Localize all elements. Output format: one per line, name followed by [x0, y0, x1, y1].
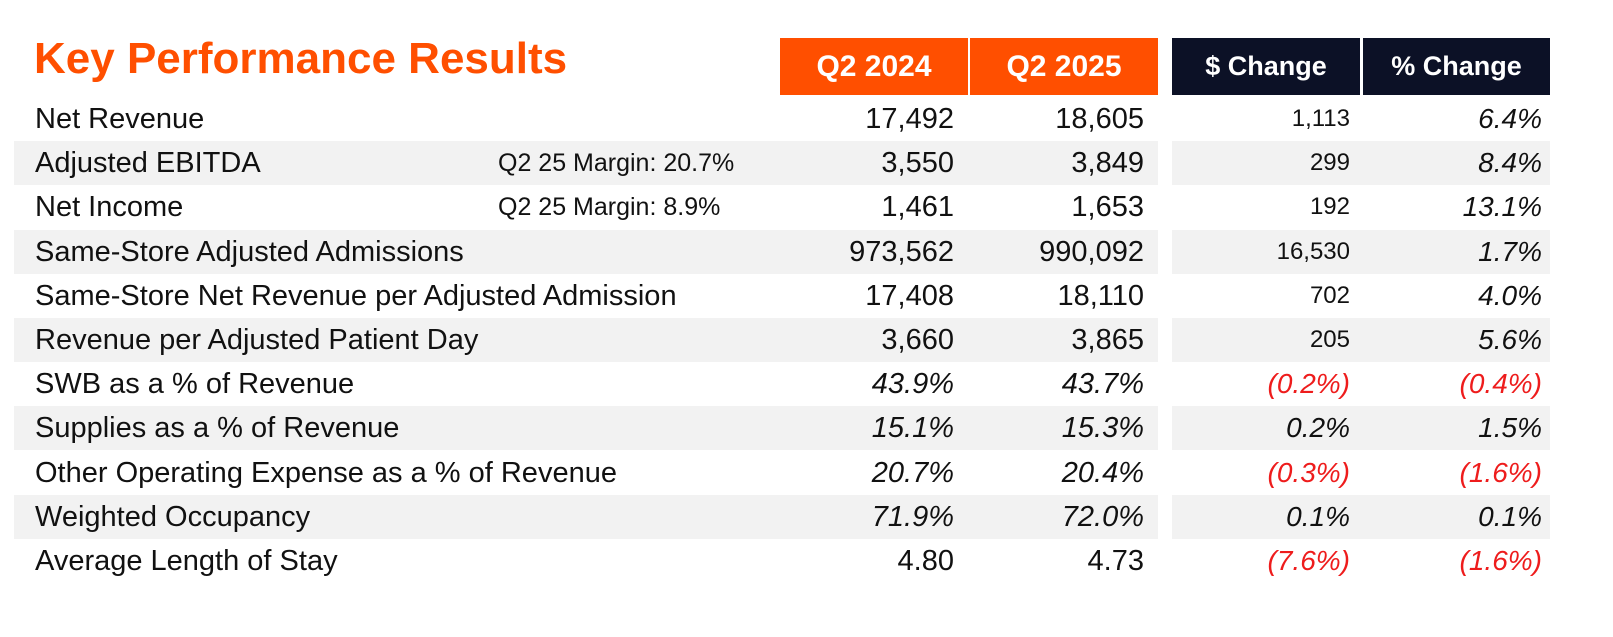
value-dollar-change: (0.3%) — [1267, 456, 1350, 488]
metric-label: Other Operating Expense as a % of Revenu… — [35, 456, 617, 489]
value-q2-2024: 4.80 — [897, 545, 954, 577]
row-shade-band — [1172, 318, 1550, 362]
row-shade-band — [1172, 229, 1550, 274]
value-pct-change: (0.4%) — [1459, 368, 1542, 400]
value-q2-2024: 1,461 — [881, 191, 954, 224]
header-pct-change-label: % Change — [1391, 51, 1522, 81]
value-pct-change: (1.6%) — [1459, 456, 1542, 488]
value-q2-2024: 3,550 — [881, 147, 954, 180]
table-row: Net Revenue 17,492 18,605 1,113 6.4% — [14, 97, 1550, 141]
value-pct-change: 6.4% — [1478, 103, 1542, 134]
header-q2-2025: Q2 2025 — [970, 38, 1158, 95]
metric-label: Net Income — [35, 191, 184, 224]
value-q2-2025: 20.4% — [1061, 456, 1144, 489]
metric-label: SWB as a % of Revenue — [35, 368, 355, 401]
row-shade-band — [1172, 494, 1550, 539]
header-pct-change: % Change — [1363, 38, 1550, 95]
value-q2-2024: 15.1% — [871, 412, 954, 445]
value-pct-change: 0.1% — [1478, 500, 1542, 532]
header-dollar-change-label: $ Change — [1205, 51, 1327, 81]
table-row: Revenue per Adjusted Patient Day 3,660 3,8… — [14, 318, 1550, 362]
row-shade-band — [14, 229, 1158, 274]
header-q2-2024-label: Q2 2024 — [816, 49, 932, 83]
value-dollar-change: 0.2% — [1286, 412, 1350, 444]
value-q2-2024: 17,492 — [865, 103, 954, 135]
metric-label: Same-Store Adjusted Admissions — [35, 235, 464, 268]
table-row: Adjusted EBITDA Q2 25 Margin: 20.7% 3,550 3… — [14, 141, 1550, 186]
table-row: Other Operating Expense as a % of Revenu… — [14, 451, 1550, 495]
value-dollar-change: 205 — [1309, 326, 1350, 353]
table-row: Average Length of Stay 4.80 4.73 (7.6%) (1.6… — [14, 539, 1550, 583]
margin-note: Q2 25 Margin: 8.9% — [498, 193, 721, 222]
value-q2-2024: 43.9% — [871, 368, 954, 401]
value-dollar-change: 1,113 — [1291, 105, 1350, 132]
metric-label: Same-Store Net Revenue per Adjusted Admi… — [35, 279, 677, 312]
value-pct-change: 1.7% — [1478, 235, 1542, 267]
value-q2-2025: 72.0% — [1061, 500, 1144, 533]
value-dollar-change: 192 — [1309, 193, 1350, 221]
value-pct-change: 4.0% — [1478, 279, 1542, 311]
metric-label: Average Length of Stay — [35, 545, 338, 577]
margin-note: Q2 25 Margin: 20.7% — [498, 149, 735, 178]
row-shade-band — [14, 318, 1158, 362]
metric-label: Supplies as a % of Revenue — [35, 412, 400, 445]
row-shade-band — [1172, 406, 1550, 451]
table-row: SWB as a % of Revenue 43.9% 43.7% (0.2%) (0.… — [14, 362, 1550, 406]
value-dollar-change: (0.2%) — [1267, 368, 1350, 400]
metric-label: Revenue per Adjusted Patient Day — [35, 324, 479, 356]
table-row: Weighted Occupancy 71.9% 72.0% 0.1% 0.1% — [14, 494, 1550, 539]
value-q2-2024: 973,562 — [849, 235, 954, 268]
value-dollar-change: (7.6%) — [1267, 545, 1350, 576]
row-shade-band — [14, 406, 1158, 451]
value-dollar-change: 299 — [1309, 149, 1350, 177]
value-q2-2025: 43.7% — [1061, 368, 1144, 401]
value-pct-change: 5.6% — [1478, 324, 1542, 355]
value-q2-2025: 18,110 — [1057, 279, 1144, 312]
value-q2-2025: 18,605 — [1055, 103, 1144, 135]
row-shade-band — [14, 141, 1158, 186]
value-q2-2025: 3,849 — [1071, 147, 1144, 180]
value-pct-change: (1.6%) — [1459, 545, 1542, 576]
table-row: Same-Store Net Revenue per Adjusted Admi… — [14, 274, 1550, 318]
value-q2-2025: 1,653 — [1071, 191, 1144, 224]
metric-label: Adjusted EBITDA — [35, 147, 261, 180]
row-shade-band — [14, 494, 1158, 539]
value-pct-change: 8.4% — [1478, 147, 1542, 179]
value-q2-2024: 20.7% — [871, 456, 954, 489]
value-pct-change: 13.1% — [1462, 191, 1542, 223]
value-pct-change: 1.5% — [1478, 412, 1542, 444]
value-dollar-change: 16,530 — [1276, 237, 1350, 265]
header-dollar-change: $ Change — [1172, 38, 1360, 95]
table-row: Same-Store Adjusted Admissions 973,562 990… — [14, 229, 1550, 274]
value-dollar-change: 0.1% — [1286, 500, 1350, 532]
table-row: Supplies as a % of Revenue 15.1% 15.3% 0.2%… — [14, 406, 1550, 451]
header-q2-2024: Q2 2024 — [780, 38, 968, 95]
value-q2-2024: 17,408 — [865, 279, 954, 312]
value-dollar-change: 702 — [1309, 281, 1350, 309]
metric-label: Net Revenue — [35, 103, 205, 135]
value-q2-2024: 71.9% — [871, 500, 954, 533]
value-q2-2025: 990,092 — [1039, 235, 1144, 268]
value-q2-2025: 4.73 — [1087, 545, 1144, 577]
page-title: Key Performance Results — [34, 34, 568, 83]
table-row: Net Income Q2 25 Margin: 8.9% 1,461 1,653 19… — [14, 185, 1550, 229]
value-q2-2024: 3,660 — [881, 324, 954, 356]
header-q2-2025-label: Q2 2025 — [1006, 49, 1122, 83]
value-q2-2025: 15.3% — [1061, 412, 1144, 445]
row-shade-band — [1172, 141, 1550, 186]
value-q2-2025: 3,865 — [1071, 324, 1144, 356]
metric-label: Weighted Occupancy — [35, 500, 311, 533]
